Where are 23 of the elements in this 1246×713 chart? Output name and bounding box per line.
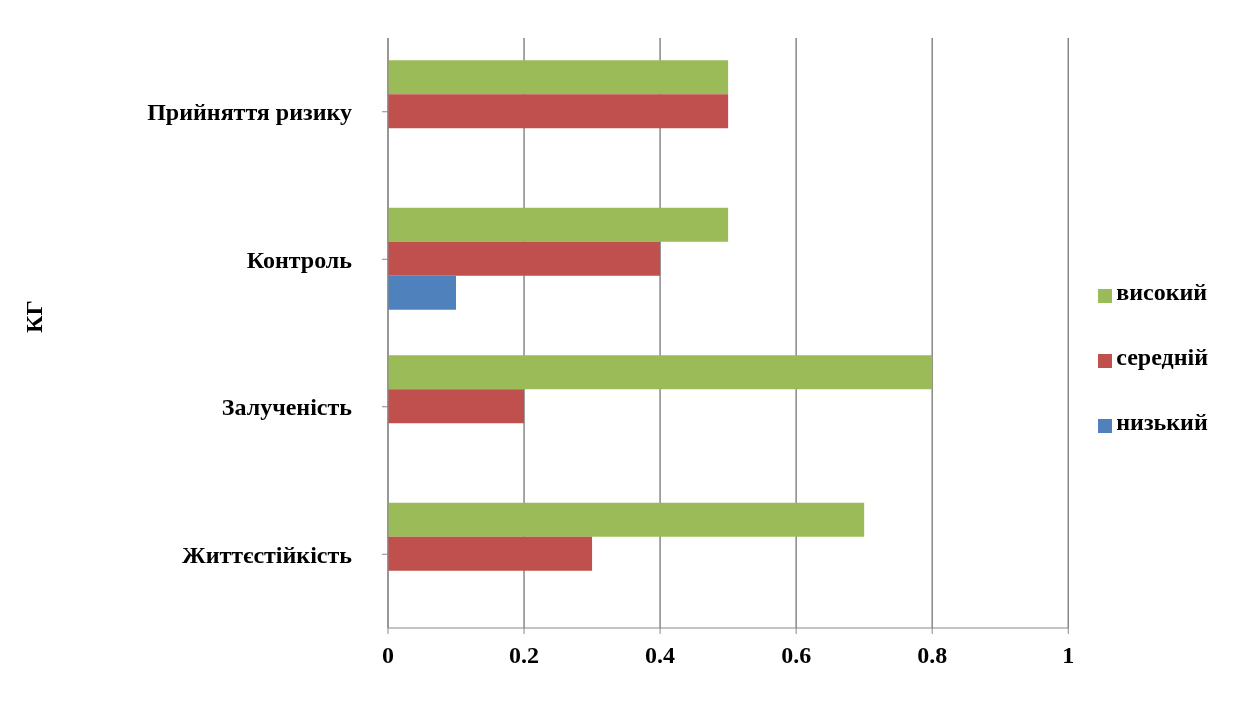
x-tick-label: 0.8: [917, 642, 948, 669]
legend-label: високий: [1116, 278, 1208, 305]
bar: [388, 94, 729, 129]
x-tick-label: 0.4: [645, 642, 676, 669]
x-tick-label: 0: [382, 642, 394, 669]
bar: [388, 60, 729, 95]
y-tick-label: Прийняття ризику: [147, 99, 352, 126]
bar: [388, 241, 661, 276]
bar: [388, 207, 729, 242]
y-tick-label: Залученість: [221, 394, 353, 421]
bar: [388, 389, 525, 424]
x-tick-label: 0.6: [781, 642, 812, 669]
bar: [388, 536, 593, 571]
bar: [388, 355, 933, 390]
x-tick-label: 1: [1062, 642, 1075, 669]
bar: [388, 275, 457, 310]
legend-label: низький: [1116, 408, 1208, 435]
legend-label: середній: [1116, 343, 1208, 370]
bar: [388, 502, 865, 537]
y-tick-label: Контроль: [246, 246, 353, 273]
x-tick-label: 0.2: [509, 642, 540, 669]
y-axis-title: КГ: [20, 300, 47, 333]
y-tick-label: Життєстійкість: [181, 541, 353, 568]
